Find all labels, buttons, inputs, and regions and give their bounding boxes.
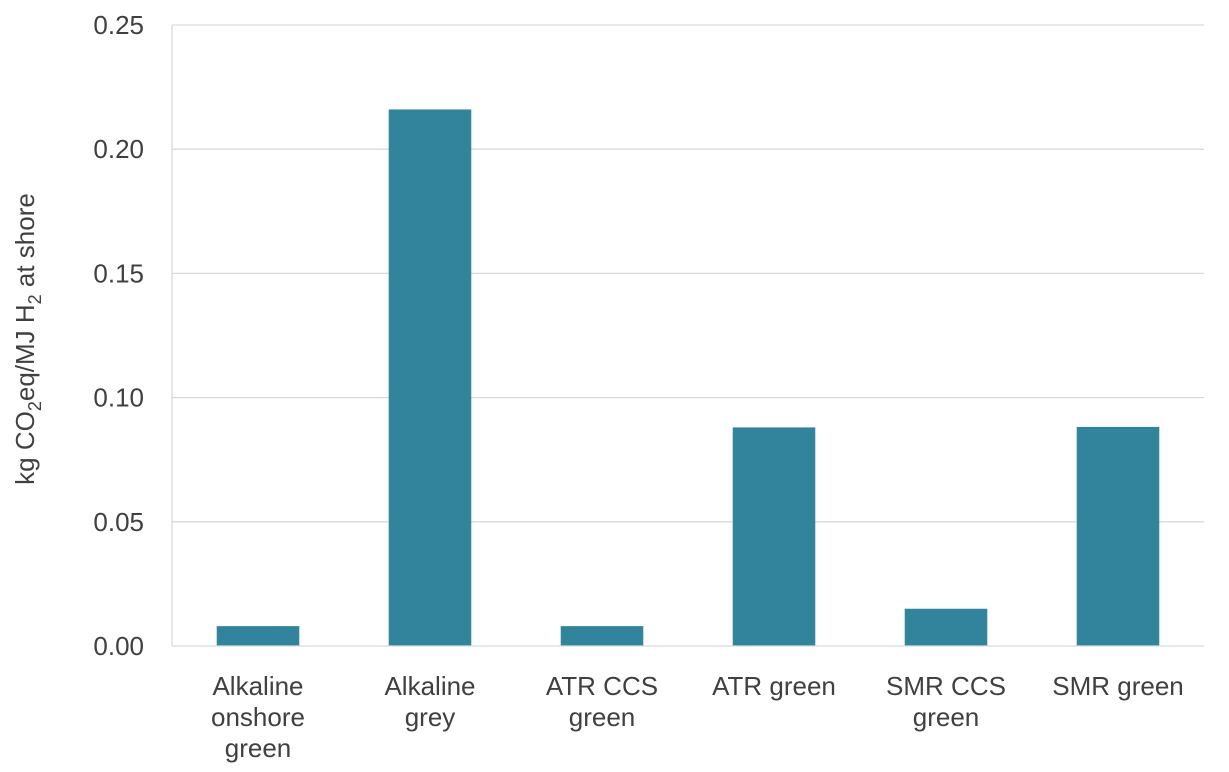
y-axis-title-subscript-1: 2 [25, 401, 45, 411]
bar [388, 109, 472, 647]
gridlines [172, 24, 1204, 523]
y-axis-title-prefix: kg CO [10, 411, 40, 485]
y-tick-labels: 0.00 0.05 0.10 0.15 0.20 0.25 [93, 10, 144, 661]
bar [1076, 426, 1160, 646]
y-tick-label: 0.15 [93, 258, 144, 288]
bar [560, 626, 644, 646]
x-tick-label: SMR CCS green [886, 671, 1006, 732]
y-tick-label: 0.10 [93, 383, 144, 413]
bar [732, 427, 816, 646]
y-axis-title-subscript-2: 2 [25, 294, 45, 304]
y-tick-label: 0.20 [93, 134, 144, 164]
y-axis-title: kg CO2eq/MJ H2 at shore [10, 193, 45, 485]
x-tick-label: ATR green [712, 671, 836, 701]
bar [216, 626, 300, 646]
bars [216, 109, 1160, 647]
bar [904, 608, 988, 646]
y-axis-title-suffix: at shore [10, 193, 40, 294]
y-tick-label: 0.00 [93, 631, 144, 661]
axes [171, 25, 1204, 647]
y-tick-label: 0.25 [93, 10, 144, 40]
y-axis-title-middle: eq/MJ H [10, 304, 40, 401]
x-tick-label: Alkaline grey [384, 671, 475, 732]
x-tick-label: SMR green [1052, 671, 1184, 701]
x-tick-labels: Alkaline onshore green Alkaline grey ATR CCS g… [211, 671, 1184, 763]
x-tick-label: ATR CCS green [546, 671, 658, 732]
y-tick-label: 0.05 [93, 507, 144, 537]
x-tick-label: Alkaline onshore green [211, 671, 305, 763]
